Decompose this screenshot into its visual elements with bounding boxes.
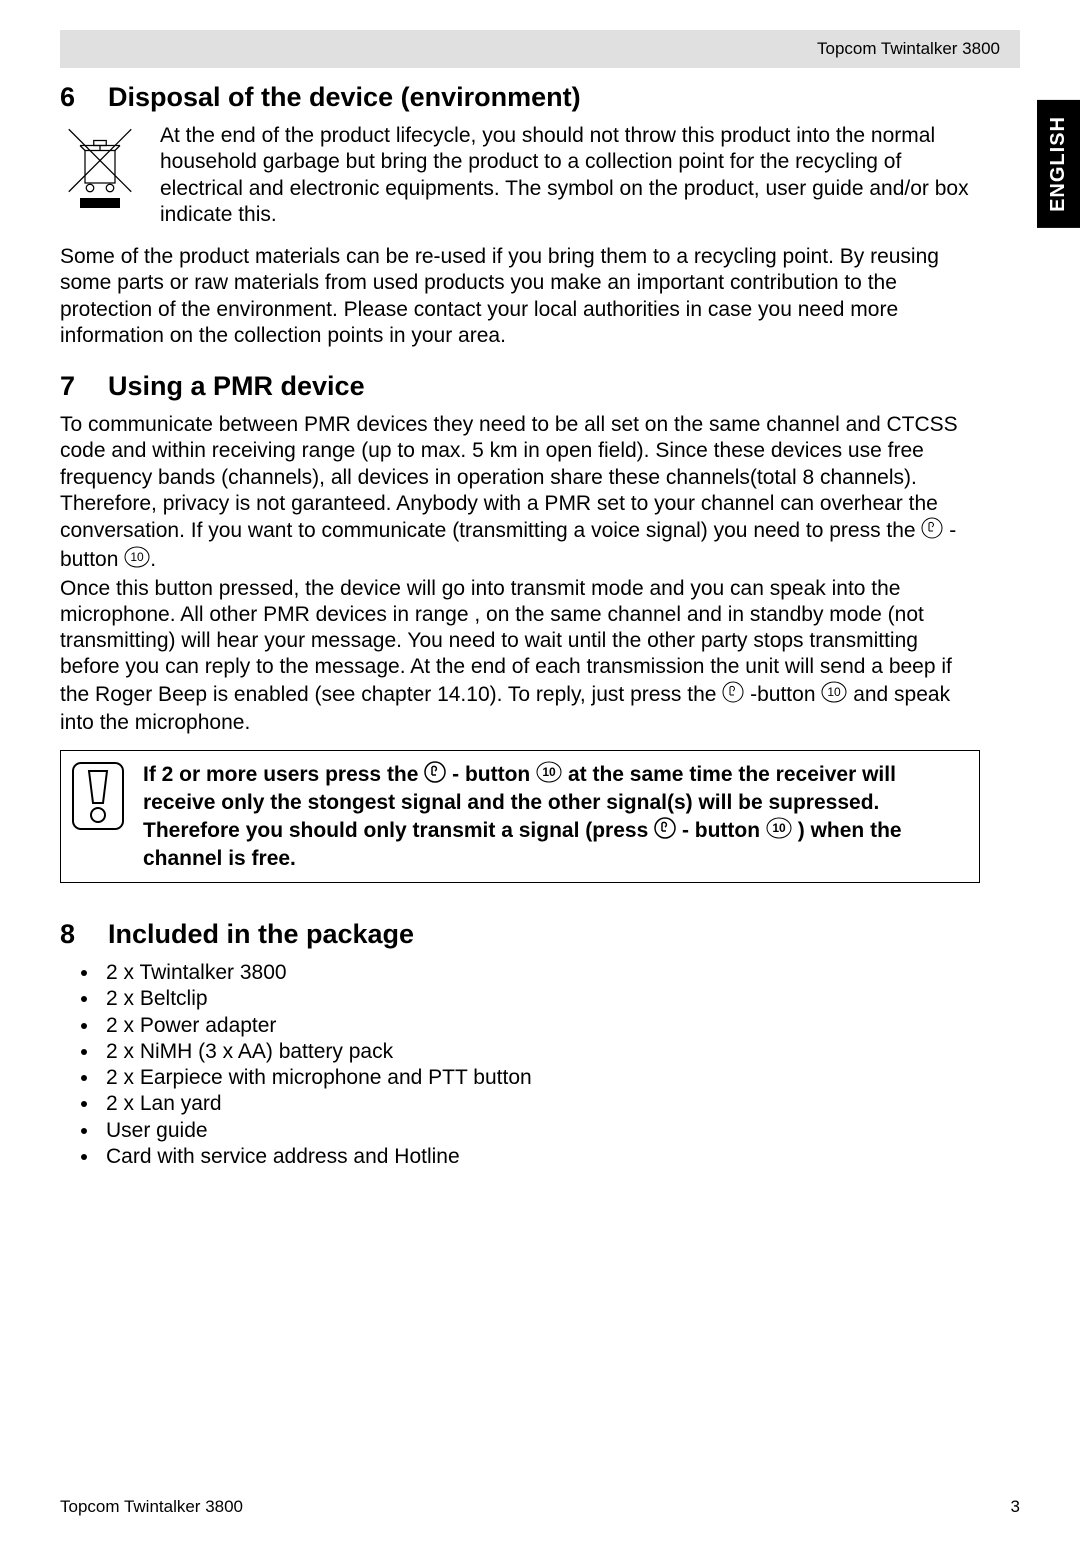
header-bar: Topcom Twintalker 3800 [60,30,1020,68]
section-8-heading: 8 Included in the package [60,919,980,950]
footer: Topcom Twintalker 3800 3 [60,1497,1020,1517]
list-item: Card with service address and Hotline [100,1144,980,1170]
ptt-icon [921,517,943,546]
list-item: User guide [100,1118,980,1144]
ref-10-icon: 10 [766,817,792,846]
section-7-number: 7 [60,371,84,402]
footer-page-number: 3 [1011,1497,1020,1517]
list-item: 2 x NiMH (3 x AA) battery pack [100,1039,980,1065]
page-content: 6 Disposal of the device (environment) A… [0,68,1080,1170]
list-item: 2 x Lan yard [100,1091,980,1117]
notice-t2: - button [452,763,536,786]
ptt-icon [654,817,676,846]
ptt-icon [722,681,744,710]
package-list: 2 x Twintalker 3800 2 x Beltclip 2 x Pow… [60,960,980,1170]
section-7-title: Using a PMR device [108,371,365,402]
footer-product: Topcom Twintalker 3800 [60,1497,243,1517]
section-7-text-c: . [150,548,156,571]
language-tab: ENGLISH [1037,100,1080,228]
list-item: 2 x Earpiece with microphone and PTT but… [100,1065,980,1091]
section-8-number: 8 [60,919,84,950]
section-6-para2: Some of the product materials can be re-… [60,244,980,349]
weee-block: At the end of the product lifecycle, you… [60,123,980,232]
section-7-text-a: To communicate between PMR devices they … [60,413,958,542]
section-7-text-e: -button [750,683,821,706]
ref-10-icon: 10 [536,761,562,790]
notice-t4: - button [682,819,766,842]
notice-box: If 2 or more users press the - button 10… [60,750,980,883]
ref-10-icon: 10 [821,681,847,710]
section-7-body: To communicate between PMR devices they … [60,412,980,736]
list-item: 2 x Twintalker 3800 [100,960,980,986]
svg-text:10: 10 [542,765,556,779]
header-product: Topcom Twintalker 3800 [817,39,1000,59]
list-item: 2 x Beltclip [100,986,980,1012]
notice-text: If 2 or more users press the - button 10… [143,761,965,872]
notice-t1: If 2 or more users press the [143,763,424,786]
weee-icon [60,123,140,232]
section-6-para1: At the end of the product lifecycle, you… [160,123,980,228]
section-7-heading: 7 Using a PMR device [60,371,980,402]
list-item: 2 x Power adapter [100,1013,980,1039]
svg-text:10: 10 [828,685,842,699]
ptt-icon [424,761,446,790]
svg-text:10: 10 [131,550,145,564]
section-6-title: Disposal of the device (environment) [108,82,581,113]
ref-10-icon: 10 [124,546,150,575]
section-6-heading: 6 Disposal of the device (environment) [60,82,980,113]
attention-icon [71,761,125,836]
section-8-title: Included in the package [108,919,414,950]
svg-text:10: 10 [772,821,786,835]
section-6-number: 6 [60,82,84,113]
